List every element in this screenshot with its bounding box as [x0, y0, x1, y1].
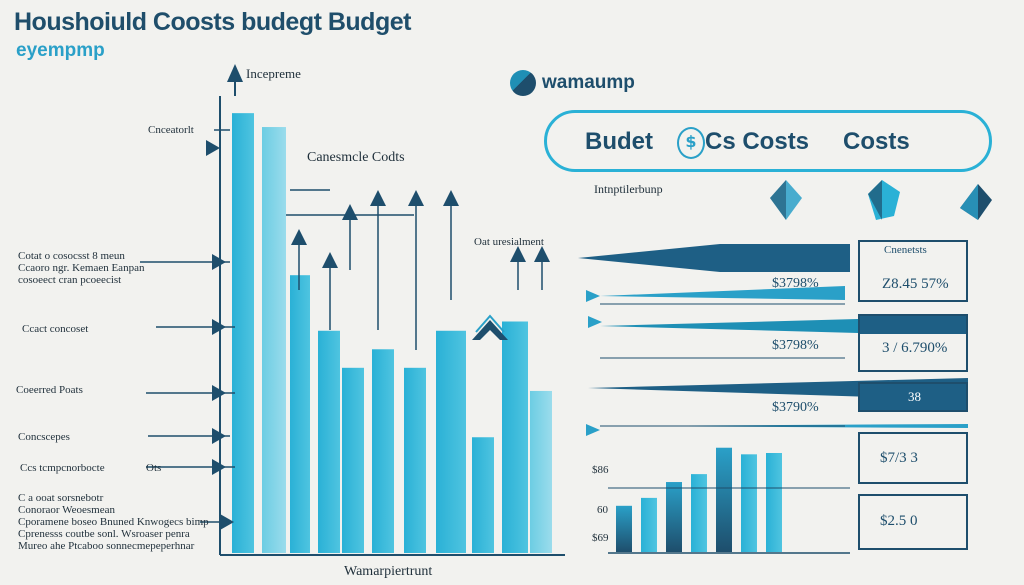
- left-item-contract: Ccact concoset: [22, 323, 89, 335]
- main-bar: [232, 113, 254, 554]
- left-label-income: Cnceatorlt: [148, 124, 194, 136]
- value-box-2: 3 / 6.790%: [858, 314, 968, 372]
- brand-logo-icon: [510, 70, 536, 96]
- main-bar: [530, 390, 552, 553]
- main-bar: [472, 437, 494, 553]
- right-arrow-icon: [212, 385, 226, 401]
- left-block1-line2: Ccaoro ngr. Kemaen Eanpan: [18, 262, 145, 274]
- up-arrow-icon: [227, 64, 243, 82]
- box-header-label: Cnenetsts: [884, 244, 927, 256]
- pill-costs-label: Cs Costs: [705, 128, 810, 155]
- x-axis-label: Wamarpiertrunt: [344, 564, 433, 579]
- right-arrow-icon: [212, 428, 226, 444]
- right-arrow-icon: [212, 459, 226, 475]
- box-value-5: $2.5 0: [880, 513, 918, 529]
- row-value-3: $3790%: [772, 400, 819, 415]
- shield-icon-shade: [770, 180, 786, 220]
- up-arrow-icon: [510, 246, 526, 262]
- chevron-up-icon: [472, 320, 508, 340]
- brand-name: wamaump: [542, 72, 635, 93]
- up-arrow-icon: [443, 190, 459, 206]
- pentagon-icon-shade: [868, 180, 882, 220]
- small-chart-tick-1: $86: [592, 464, 609, 476]
- wedge-bar: [578, 244, 850, 272]
- left-block2-line4: Cprenesss coutbe sonl. Wsroaser penra: [18, 528, 190, 540]
- main-bar: [318, 330, 340, 553]
- left-item-concepts: Concscepes: [18, 431, 70, 443]
- left-block2-line3: Cporamene boseo Bnuned Knwogecs bimp: [18, 516, 209, 528]
- left-block1-line1: Cotat o cosocsst 8 meun: [18, 250, 125, 262]
- chevron-up-icon: [475, 314, 505, 333]
- box-value-2: 3 / 6.790%: [882, 340, 948, 356]
- value-box-5: $2.5 0: [858, 494, 968, 550]
- page-title: Houshoiuld Coosts budegt Budget: [14, 8, 411, 36]
- up-arrow-icon: [370, 190, 386, 206]
- up-arrow-icon: [291, 229, 307, 245]
- page-subtitle: eyempmp: [16, 40, 105, 61]
- right-arrow-icon: [212, 254, 226, 270]
- main-bar: [404, 367, 426, 553]
- main-bar: [436, 330, 466, 553]
- up-arrow-icon: [342, 204, 358, 220]
- main-bar: [502, 321, 528, 553]
- box-value-1: Z8.45 57%: [882, 276, 949, 292]
- cost-upper-label: Oat uresialment: [474, 236, 544, 248]
- up-arrow-icon: [408, 190, 424, 206]
- right-arrow-icon: [588, 316, 602, 328]
- small-bar: [716, 447, 732, 552]
- left-block2-line1: C a ooat sorsnebotr: [18, 492, 104, 504]
- main-bar: [290, 275, 310, 553]
- pill-costs-label-2: Costs: [843, 128, 910, 155]
- left-item-temporary-tag: Ots: [146, 462, 162, 474]
- left-block2-line5: Mureo ahe Ptcaboo sonnecmepeperhnar: [18, 540, 195, 552]
- right-arrow-icon: [220, 514, 234, 530]
- row-value-1: $3798%: [772, 276, 819, 291]
- small-chart-tick-2: 60: [597, 504, 608, 516]
- small-chart-tick-3: $69: [592, 532, 609, 544]
- left-item-temporary: Ccs tcmpcnorbocte: [20, 462, 105, 474]
- value-box-4: $7/3 3: [858, 432, 968, 484]
- impl-label: Intnptilerbunp: [594, 182, 663, 196]
- row-value-2: $3798%: [772, 338, 819, 353]
- box-value-3: 38: [908, 389, 921, 404]
- left-item-covered: Coeerred Poats: [16, 384, 83, 396]
- pill-budget-label: Budet: [585, 128, 653, 155]
- brand: wamaump: [510, 70, 635, 96]
- main-bar: [262, 127, 286, 553]
- y-axis-label: Incepreme: [246, 66, 301, 81]
- small-bar: [741, 454, 757, 552]
- left-block2-line2: Conoraor Weoesmean: [18, 504, 115, 516]
- right-arrow-icon: [206, 140, 220, 156]
- up-arrow-icon: [322, 252, 338, 268]
- cube-icon-shade: [960, 184, 978, 220]
- wedge-bar: [600, 286, 845, 300]
- main-bar: [342, 367, 364, 553]
- value-box-1: Cnenetsts Z8.45 57%: [858, 240, 968, 302]
- right-arrow-icon: [586, 290, 600, 302]
- left-block1-line3: cosoeect cran pcoeecist: [18, 274, 122, 286]
- shape-icons: [770, 180, 992, 220]
- small-bar: [691, 474, 707, 552]
- consumable-costs-label: Canesmcle Codts: [307, 150, 405, 165]
- budget-costs-pill: Budet $ Cs Costs Costs: [544, 110, 992, 172]
- box-value-4: $7/3 3: [880, 450, 918, 466]
- small-bar: [641, 497, 657, 552]
- small-bar: [666, 482, 682, 552]
- right-arrow-icon: [586, 424, 600, 436]
- right-arrow-icon: [212, 319, 226, 335]
- up-arrow-icon: [534, 246, 550, 262]
- value-box-3: 38: [858, 382, 968, 412]
- box-head: [860, 316, 966, 334]
- small-bar: [766, 453, 782, 552]
- small-bar: [616, 505, 632, 552]
- main-bar: [372, 349, 394, 553]
- dollar-coin-icon: $: [677, 127, 705, 159]
- box-head: [860, 384, 966, 410]
